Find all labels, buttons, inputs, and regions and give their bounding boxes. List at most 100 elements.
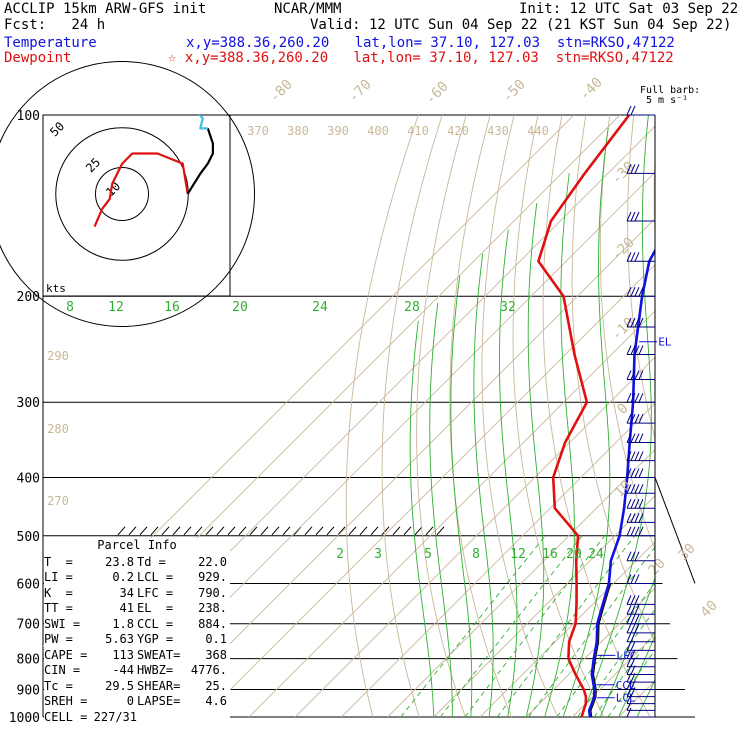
hatch-mark [370, 526, 379, 536]
chart-header: ACCLIP 15km ARW-GFS init NCAR/MMM Init: … [0, 0, 740, 106]
wind-barb-flag [626, 164, 632, 174]
parcel-cell: CELL = 227/31 [44, 710, 137, 726]
wind-barb-flag [630, 513, 636, 523]
isotherm-label: -70 [346, 77, 375, 106]
isotherm-line [525, 587, 655, 717]
hatch-mark [150, 526, 159, 536]
wind-barb-flag [634, 451, 640, 461]
wind-barb-flag [626, 707, 632, 718]
wind-barb-flag [630, 623, 636, 634]
hatch-mark [183, 526, 192, 536]
wind-barb-flag [638, 345, 644, 355]
mixing-ratio-line [440, 535, 583, 717]
wind-barb-flag [630, 317, 636, 328]
parcel-cell: PW = 5.63 [44, 632, 137, 648]
parcel-value: 5.63 [105, 632, 134, 646]
wind-barb-flag [626, 574, 632, 584]
isotherm-label: -80 [267, 77, 296, 106]
pressure-tick-label: 300 [17, 396, 40, 411]
dry-adiabat-line [512, 115, 605, 717]
mixing-ratio-label: 12 [510, 547, 526, 562]
hatch-mark [238, 526, 247, 536]
wind-barb-flag [630, 526, 636, 536]
pressure-tick-label: 400 [17, 471, 40, 486]
wind-barb-flag [626, 595, 632, 605]
wind-barb [626, 595, 655, 605]
parcel-cell: EL = 238. [137, 601, 230, 617]
wind-barb-flag [630, 468, 636, 478]
level-mark-label: EL [658, 336, 672, 349]
mixing-ratio-label: 24 [588, 547, 604, 562]
parcel-path-line [590, 583, 612, 717]
parcel-key: CAPE = [44, 647, 88, 662]
parcel-value: 4776. [190, 663, 227, 677]
hatch-mark [392, 526, 401, 536]
parcel-cell: TT = 41 [44, 601, 137, 617]
moist-adiabat-label: 12 [108, 300, 124, 315]
temperature-profile-line [587, 248, 655, 717]
dewpoint-legend: Dewpoint [4, 50, 72, 66]
wind-barb-flag [630, 641, 636, 651]
barb-legend: Full barb: 5 m s⁻¹ [640, 85, 701, 106]
moist-adiabat-label: 8 [66, 300, 74, 315]
parcel-value: 0.2 [112, 570, 134, 584]
theta-label: 400 [367, 124, 389, 138]
wind-barb-flag [638, 370, 644, 380]
parcel-info-title: Parcel Info [97, 538, 177, 552]
parcel-key [137, 710, 181, 726]
wind-barb-flag [626, 451, 632, 461]
isotherm-label: -40 [577, 75, 606, 104]
wind-barb-flag [638, 393, 644, 403]
wind-barb-flag [630, 413, 636, 424]
mixing-ratio-label: 8 [472, 547, 480, 562]
moist-adiabat-line [544, 173, 575, 717]
wind-barb [626, 551, 655, 562]
wind-barb-flag [630, 614, 636, 624]
mixing-ratio-line [400, 535, 546, 717]
wind-barb-flag [626, 605, 632, 615]
moist-adiabat-line [429, 302, 453, 717]
wind-barb-flag [638, 433, 644, 443]
wind-barb-flag [634, 317, 640, 328]
temperature-legend: Temperature [4, 35, 97, 51]
hatch-mark [139, 526, 148, 536]
pressure-tick-label: 600 [17, 577, 40, 592]
dry-adiabat-line [627, 115, 655, 440]
parcel-key: K = [44, 585, 73, 600]
hatch-mark [260, 526, 269, 536]
wind-barb-flag [626, 632, 632, 642]
moist-adiabat-label: 24 [312, 300, 328, 315]
wind-barb-flag [630, 499, 636, 509]
wind-barb-flag [638, 513, 644, 523]
wind-barb-flag [634, 252, 640, 262]
wind-barb-flag [634, 551, 640, 561]
parcel-cell [137, 710, 230, 726]
hatch-mark [205, 526, 214, 536]
mixing-ratio-line [496, 535, 636, 717]
wind-barb-flag [634, 499, 640, 509]
parcel-cell: SREH = 0 [44, 694, 137, 710]
hatch-mark [161, 526, 170, 536]
isotherm-line [433, 495, 655, 717]
wind-barbs [626, 105, 656, 718]
wind-barb-flag [626, 694, 632, 704]
parcel-value: 884. [198, 616, 227, 631]
parcel-cell: SHEAR= 25. [137, 679, 230, 695]
wind-barb-flag [630, 649, 636, 659]
parcel-key: TT = [44, 601, 73, 615]
parcel-value: 0 [126, 694, 134, 708]
parcel-row: CAPE = 113 SWEAT= 368 [44, 648, 230, 664]
moist-adiabat-line [636, 679, 655, 717]
hodograph-segment [186, 128, 214, 195]
wind-barb-flag [630, 252, 636, 262]
isotherm-line [341, 402, 655, 717]
wind-barb [626, 484, 655, 494]
wind-barb-flag [626, 499, 632, 509]
wind-barb-flag [634, 526, 640, 536]
theta-label: 420 [447, 124, 469, 138]
theta-label: 290 [47, 349, 69, 363]
wind-barb-flag [626, 649, 632, 659]
parcel-key: EL = [137, 601, 174, 615]
wind-barb-flag [626, 105, 632, 116]
